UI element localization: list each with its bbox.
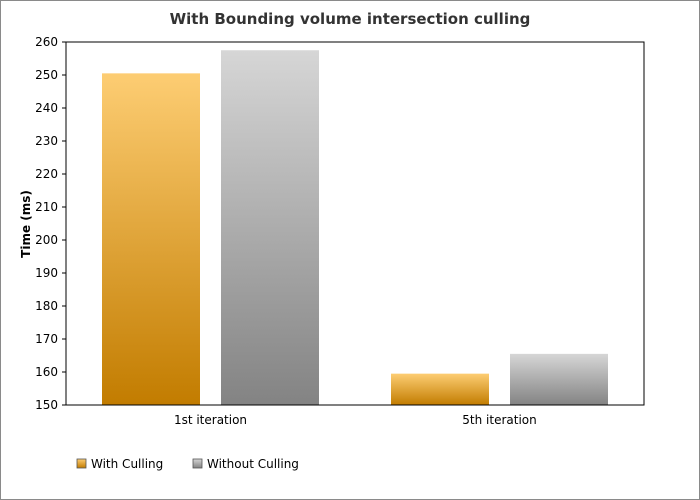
y-tick-label: 230 bbox=[35, 134, 58, 148]
y-tick-label: 210 bbox=[35, 200, 58, 214]
y-tick-label: 200 bbox=[35, 233, 58, 247]
bars-group bbox=[102, 50, 608, 405]
y-axis-label: Time (ms) bbox=[19, 190, 33, 258]
y-tick-label: 150 bbox=[35, 398, 58, 412]
y-tick-label: 220 bbox=[35, 167, 58, 181]
y-tick-label: 250 bbox=[35, 68, 58, 82]
chart-title: With Bounding volume intersection cullin… bbox=[170, 10, 531, 28]
legend: With Culling Without Culling bbox=[76, 457, 299, 471]
x-tick-label: 1st iteration bbox=[174, 413, 247, 427]
y-tick-label: 160 bbox=[35, 365, 58, 379]
legend-label-without-culling: Without Culling bbox=[207, 457, 299, 471]
y-tick-label: 180 bbox=[35, 299, 58, 313]
legend-item-with-culling: With Culling bbox=[76, 457, 163, 471]
y-axis-ticks: 150 160 170 180 190 200 210 220 230 240 250 260 bbox=[35, 35, 66, 412]
bar-without-culling-2 bbox=[510, 353, 608, 405]
plot-area-border bbox=[65, 41, 645, 406]
y-tick-label: 240 bbox=[35, 101, 58, 115]
y-tick-label: 260 bbox=[35, 35, 58, 49]
y-tick-label: 190 bbox=[35, 266, 58, 280]
y-tick-label: 170 bbox=[35, 332, 58, 346]
bar-with-culling-1 bbox=[102, 73, 200, 405]
bar-without-culling-1 bbox=[221, 50, 319, 405]
legend-swatch-with-culling bbox=[76, 458, 87, 469]
bar-with-culling-2 bbox=[391, 373, 489, 405]
x-axis-ticks: 1st iteration 5th iteration bbox=[174, 413, 537, 427]
legend-label-with-culling: With Culling bbox=[91, 457, 163, 471]
x-tick-label: 5th iteration bbox=[462, 413, 536, 427]
legend-swatch-without-culling bbox=[192, 458, 203, 469]
legend-item-without-culling: Without Culling bbox=[192, 457, 299, 471]
